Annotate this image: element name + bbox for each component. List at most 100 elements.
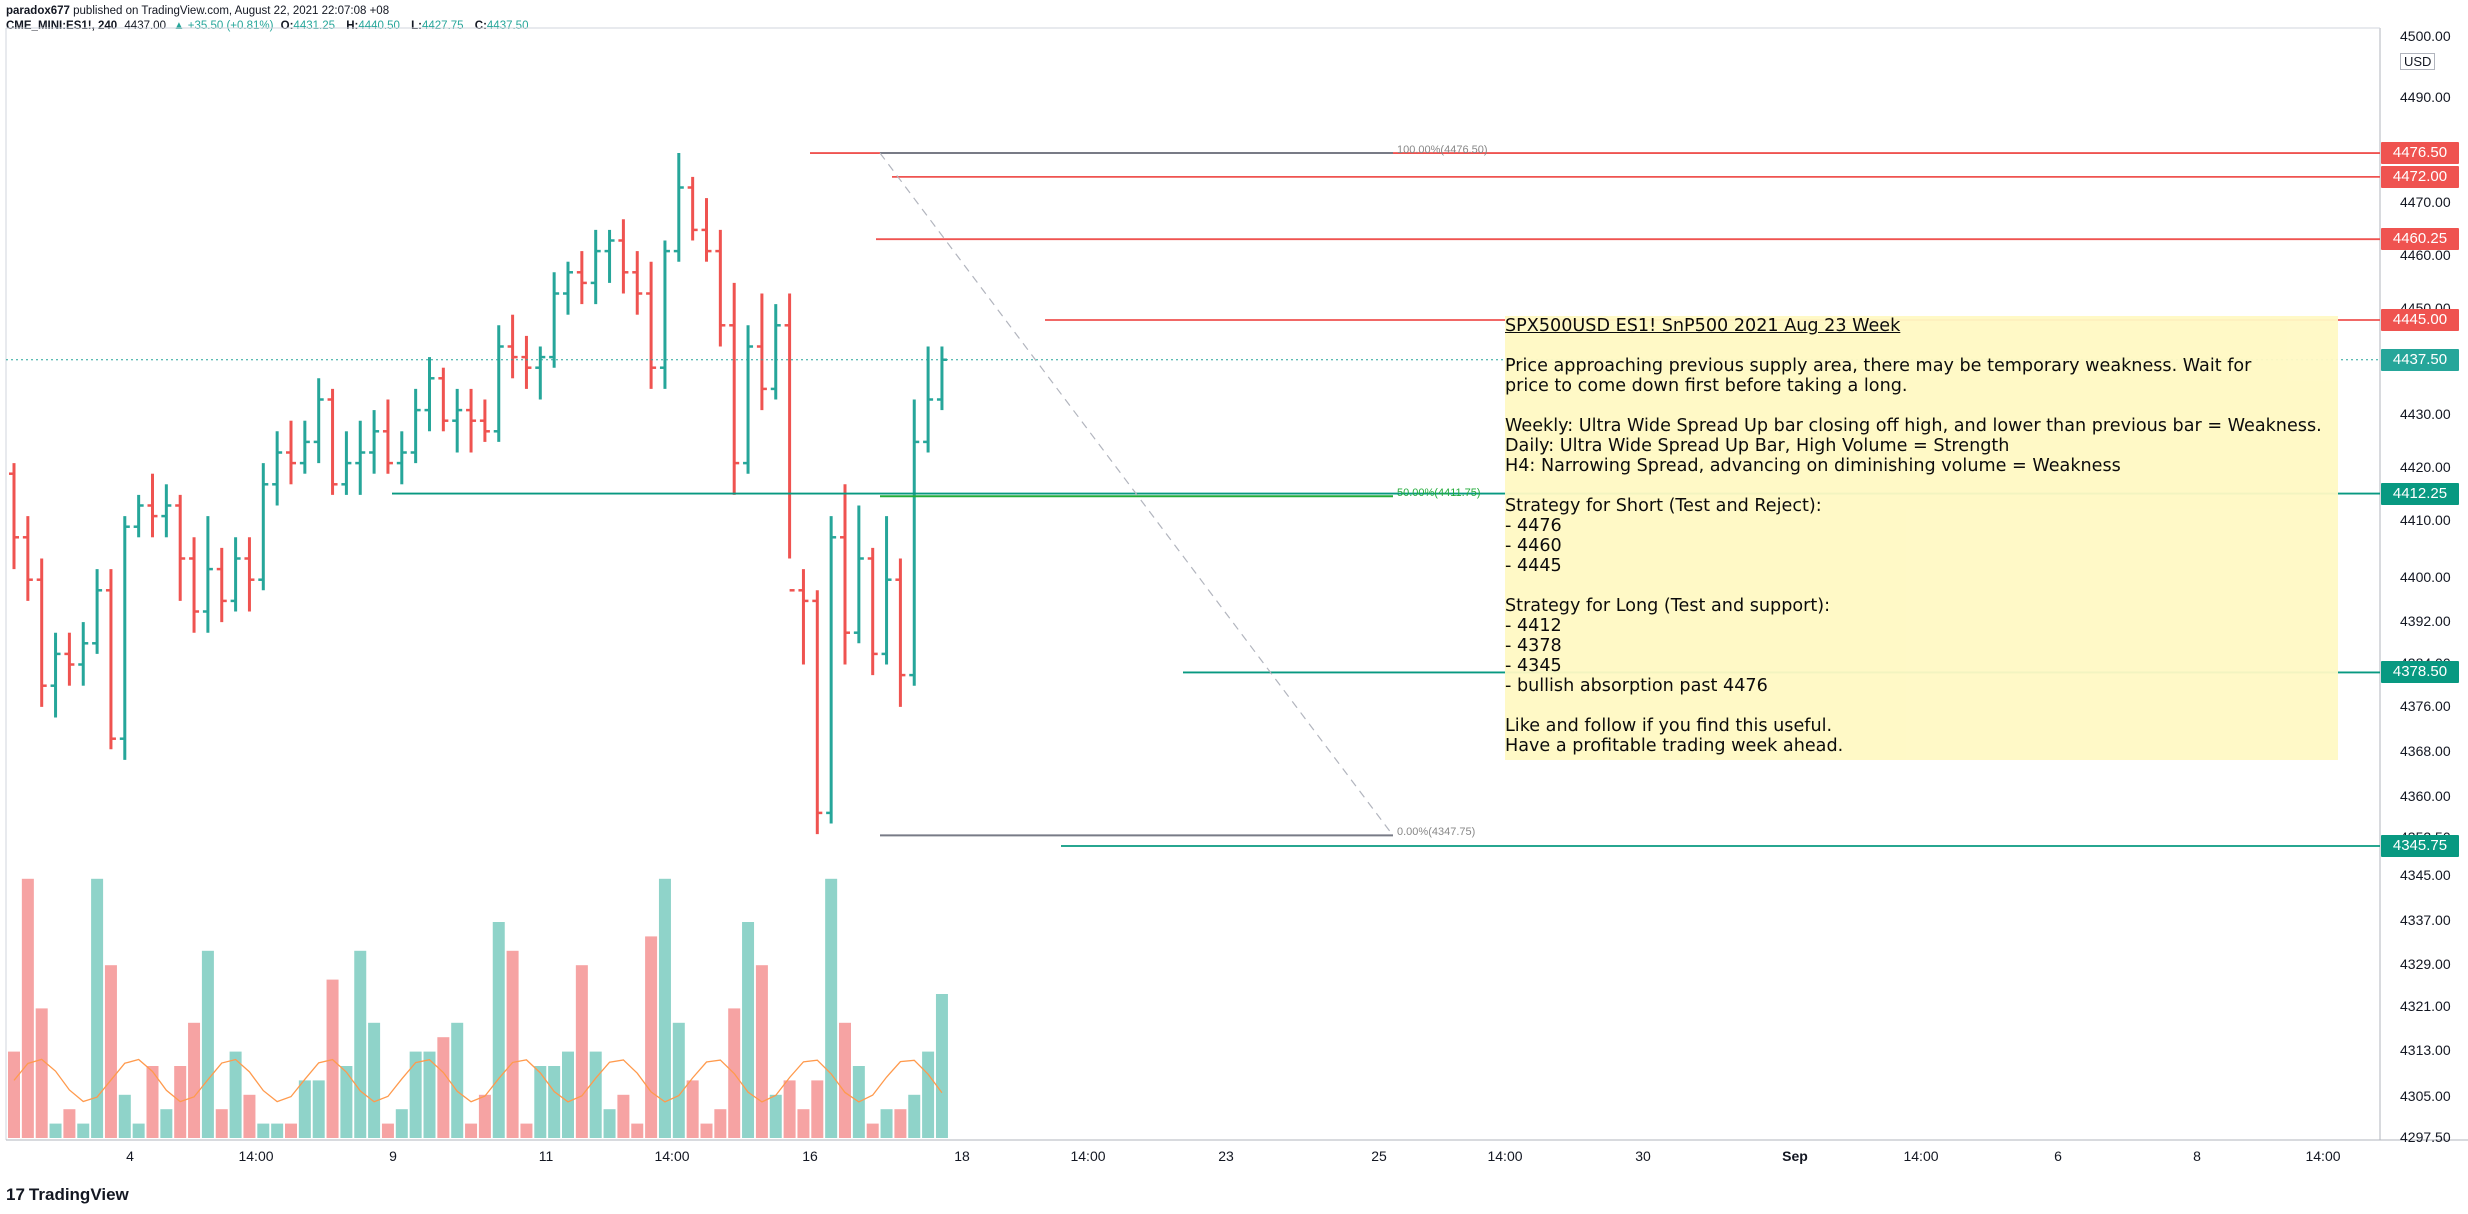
time-axis-tick: 14:00 [1070,1148,1106,1164]
volume-bar [49,1123,62,1138]
time-axis-tick: 4 [126,1148,134,1164]
volume-bar [8,1051,20,1138]
price-axis-tick: 4337.00 [2400,912,2451,928]
volume-bar [118,1094,131,1138]
volume-bar [368,1022,381,1138]
price-axis-tick: 4345.00 [2400,867,2451,883]
time-axis-tick: 30 [1635,1148,1651,1164]
symbol-label[interactable]: CME_MINI:ES1!, 240 [6,20,118,32]
volume-bar [478,1094,491,1138]
volume-bar [243,1094,256,1138]
volume-bar [298,1080,311,1138]
volume-bar [894,1109,907,1138]
volume-bar [935,994,948,1138]
volume-bar [839,1022,851,1138]
currency-label[interactable]: USD [2400,53,2436,70]
volume-bar [77,1123,90,1138]
time-axis-tick: 16 [802,1148,818,1164]
price-axis-tick: 4368.00 [2400,743,2451,759]
volume-bar [381,1123,394,1138]
price-axis-tick: 4400.00 [2400,569,2451,585]
volume-bar [271,1123,284,1138]
volume-bar [603,1109,616,1138]
time-axis-tick: 18 [954,1148,970,1164]
time-axis-tick: 14:00 [654,1148,690,1164]
volume-bar [160,1109,173,1138]
volume-bar [575,965,588,1138]
volume-bar [340,1066,353,1138]
last-price: 4437.00 [124,20,166,32]
analysis-note[interactable]: SPX500USD ES1! SnP500 2021 Aug 23 Week P… [1505,316,2338,760]
price-axis-tick: 4500.00 [2400,28,2451,44]
price-axis-tick: 4360.00 [2400,788,2451,804]
note-title: SPX500USD ES1! SnP500 2021 Aug 23 Week [1505,316,1901,336]
time-axis-tick: 23 [1218,1148,1234,1164]
price-level-label[interactable]: 4378.50 [2381,661,2459,684]
price-axis-tick: 4329.00 [2400,956,2451,972]
price-axis-tick: 4321.00 [2400,998,2451,1014]
volume-bar [658,878,671,1138]
volume-bar [562,1051,574,1138]
tradingview-logo-icon: 17 [6,1185,25,1204]
time-axis-tick: 6 [2054,1148,2062,1164]
price-change: ▲ +35.50 (+0.81%) [173,20,274,32]
volume-bar [825,878,838,1138]
fib-trendline [879,152,1394,836]
price-level-label[interactable]: 4437.50 [2381,348,2459,371]
volume-bar [783,1080,796,1138]
volume-bar [451,1022,464,1138]
volume-bar [21,878,34,1138]
volume-bar [520,1123,533,1138]
volume-bar [312,1080,325,1138]
volume-bar [645,936,658,1138]
author-name[interactable]: paradox677 [6,5,70,17]
volume-bar [104,965,117,1138]
price-axis-tick: 4430.00 [2400,406,2451,422]
price-axis-tick: 4305.00 [2400,1088,2451,1104]
volume-bar [700,1123,713,1138]
price-level-label[interactable]: 4345.75 [2381,835,2459,858]
volume-bar [686,1080,699,1138]
price-level-label[interactable]: 4445.00 [2381,309,2459,331]
volume-bar [285,1123,297,1138]
volume-bar [63,1109,76,1138]
time-axis-tick: 8 [2193,1148,2201,1164]
tradingview-footer[interactable]: 17 TradingView [6,1185,129,1205]
volume-bar [91,878,104,1138]
volume-bar [714,1109,727,1138]
volume-bar [811,1080,824,1138]
price-axis-tick: 4490.00 [2400,89,2451,105]
published-text: published on TradingView.com, August 22,… [73,5,390,17]
volume-bar [188,1022,201,1138]
volume-bar [326,979,339,1138]
volume-bar [395,1109,408,1138]
ohlc-open: O:4431.25 [280,20,335,32]
time-axis-tick: 25 [1371,1148,1387,1164]
volume-bar [548,1066,561,1138]
note-body: Price approaching previous supply area, … [1505,356,2322,756]
chart-header: paradox677 published on TradingView.com,… [6,4,536,34]
ohlc-high: H:4440.50 [346,20,400,32]
volume-bar [437,1037,450,1138]
ohlc-close: C:4437.50 [474,20,529,32]
time-axis-tick: 14:00 [1903,1148,1939,1164]
volume-bar [465,1123,478,1138]
price-level-label[interactable]: 4460.25 [2381,228,2459,251]
fib-level-label: 50.00%(4411.75) [1397,487,1481,500]
price-level-label[interactable]: 4472.00 [2381,165,2459,188]
price-axis-tick: 4297.50 [2400,1129,2451,1145]
volume-bar [742,922,755,1138]
volume-bar [409,1051,422,1138]
price-level-label[interactable]: 4476.50 [2381,142,2459,165]
brand-text: TradingView [28,1185,129,1204]
volume-bar [146,1066,159,1138]
volume-bar [201,950,214,1138]
price-level-label[interactable]: 4412.25 [2381,482,2459,505]
time-axis-tick: 14:00 [1487,1148,1523,1164]
volume-bar [215,1109,228,1138]
volume-bar [866,1123,879,1138]
fib-level-label: 0.00%(4347.75) [1397,826,1476,839]
time-axis-tick: Sep [1782,1148,1808,1164]
volume-bar [908,1094,921,1138]
